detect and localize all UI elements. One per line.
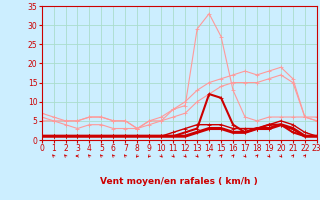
Text: Vent moyen/en rafales ( km/h ): Vent moyen/en rafales ( km/h ) [100, 178, 258, 186]
